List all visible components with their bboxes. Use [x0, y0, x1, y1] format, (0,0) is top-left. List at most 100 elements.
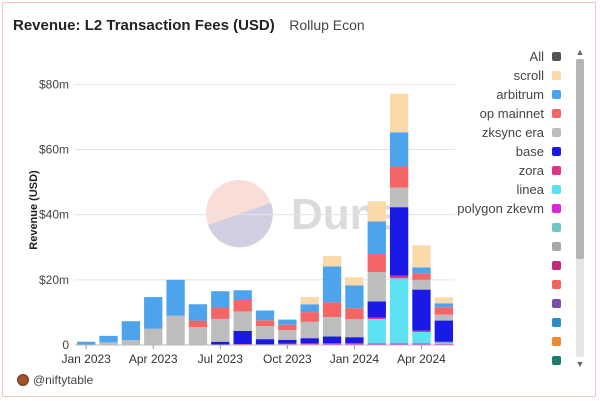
legend-item[interactable]: [552, 294, 561, 313]
legend-item[interactable]: [552, 332, 561, 351]
bar-segment-zksync-era[interactable]: [367, 272, 386, 302]
scroll-thumb[interactable]: [576, 59, 584, 259]
bar-segment-op-mainnet[interactable]: [255, 320, 275, 327]
bar-segment-arbitrum[interactable]: [121, 321, 141, 341]
legend-item[interactable]: op mainnet: [480, 104, 561, 123]
legend-item[interactable]: [552, 256, 561, 275]
bar-segment-polygon-zkevm[interactable]: [389, 343, 409, 345]
bar-segment-op-mainnet[interactable]: [188, 320, 208, 328]
bar-segment-zksync-era[interactable]: [144, 328, 163, 345]
bar-segment-scroll[interactable]: [412, 245, 431, 268]
bar-segment-linea[interactable]: [389, 278, 409, 344]
legend-item[interactable]: [552, 275, 561, 294]
bar-segment-op-mainnet[interactable]: [278, 324, 297, 331]
bar-segment-arbitrum[interactable]: [345, 285, 364, 309]
bar-segment-scroll[interactable]: [367, 201, 386, 222]
bar-segment-arbitrum[interactable]: [389, 132, 409, 167]
bar-segment-base[interactable]: [278, 339, 297, 344]
scroll-up-icon[interactable]: ▲: [575, 47, 585, 57]
legend-item[interactable]: zora: [519, 161, 561, 180]
bar-segment-base[interactable]: [412, 289, 431, 331]
legend-item[interactable]: [552, 237, 561, 256]
bar-segment-linea[interactable]: [367, 318, 386, 344]
chart-subtitle[interactable]: Rollup Econ: [289, 17, 365, 33]
bar-segment-op-mainnet[interactable]: [322, 302, 342, 317]
bar-segment-arbitrum[interactable]: [300, 304, 319, 313]
bar-segment-linea[interactable]: [412, 331, 431, 344]
bar-segment-arbitrum[interactable]: [367, 221, 386, 255]
bar-segment-base[interactable]: [211, 341, 230, 345]
bar-segment-op-mainnet[interactable]: [367, 254, 386, 273]
bar-segment-op-mainnet[interactable]: [412, 273, 431, 280]
bar-segment-arbitrum[interactable]: [188, 304, 208, 321]
bar-segment-scroll[interactable]: [345, 277, 364, 286]
bar-segment-zksync-era[interactable]: [211, 318, 230, 342]
legend-item[interactable]: [552, 313, 561, 332]
bar-segment-base[interactable]: [233, 330, 252, 345]
bar-segment-zksync-era[interactable]: [300, 321, 319, 339]
bar-segment-zora[interactable]: [345, 343, 364, 345]
legend-item[interactable]: [552, 218, 561, 237]
bar-segment-scroll[interactable]: [389, 93, 409, 133]
bar-segment-op-mainnet[interactable]: [211, 307, 230, 319]
bar-segment-polygon-zkevm[interactable]: [412, 343, 431, 345]
bar-segment-arbitrum[interactable]: [412, 267, 431, 274]
bar-segment-zora[interactable]: [389, 275, 409, 279]
legend-item[interactable]: zksync era: [482, 123, 561, 142]
bar-segment-scroll[interactable]: [322, 256, 342, 267]
bar-segment-scroll[interactable]: [434, 297, 453, 304]
bar-segment-polygon-zkevm[interactable]: [367, 343, 386, 345]
bar-segment-zksync-era[interactable]: [255, 326, 275, 340]
bar-segment-zksync-era[interactable]: [412, 279, 431, 290]
bar-segment-arbitrum[interactable]: [322, 266, 342, 303]
legend-item[interactable]: linea: [517, 180, 561, 199]
bar-segment-zora[interactable]: [322, 343, 342, 345]
bar-segment-base[interactable]: [345, 337, 364, 344]
bar-segment-zksync-era[interactable]: [345, 319, 364, 338]
bar-segment-base[interactable]: [367, 301, 386, 318]
bar-segment-arbitrum[interactable]: [233, 290, 252, 301]
bar-segment-op-mainnet[interactable]: [389, 166, 409, 188]
bar-segment-op-mainnet[interactable]: [300, 312, 319, 322]
bar-segment-linea[interactable]: [434, 342, 453, 345]
bar-segment-zksync-era[interactable]: [121, 340, 141, 345]
bar-segment-zora[interactable]: [278, 343, 297, 345]
bar-segment-base[interactable]: [255, 339, 275, 345]
bar-segment-arbitrum[interactable]: [211, 291, 230, 308]
legend-item[interactable]: All: [530, 47, 561, 66]
bar-segment-zora[interactable]: [300, 343, 319, 345]
bar-segment-base[interactable]: [389, 207, 409, 276]
bar-segment-scroll[interactable]: [300, 297, 319, 305]
author-link[interactable]: @niftytable: [33, 373, 94, 387]
bar-segment-arbitrum[interactable]: [166, 279, 185, 316]
bar-segment-arbitrum[interactable]: [144, 297, 163, 329]
bar-segment-zora[interactable]: [434, 341, 453, 343]
bar-segment-zksync-era[interactable]: [434, 314, 453, 321]
bar-segment-base[interactable]: [434, 320, 453, 342]
bar-segment-arbitrum[interactable]: [99, 335, 118, 343]
bar-segment-zksync-era[interactable]: [322, 316, 342, 337]
bar-segment-op-mainnet[interactable]: [233, 300, 252, 312]
bar-segment-zksync-era[interactable]: [278, 330, 297, 340]
legend-item[interactable]: [552, 351, 561, 370]
bar-segment-zksync-era[interactable]: [188, 327, 208, 345]
bar-segment-base[interactable]: [300, 338, 319, 344]
scroll-down-icon[interactable]: ▼: [575, 359, 585, 369]
legend-item[interactable]: scroll: [514, 66, 561, 85]
bar-segment-zora[interactable]: [412, 330, 431, 332]
bar-segment-op-mainnet[interactable]: [434, 307, 453, 315]
bar-segment-op-mainnet[interactable]: [345, 308, 364, 320]
bar-segment-base[interactable]: [322, 336, 342, 344]
legend-scrollbar[interactable]: ▲ ▼: [573, 47, 587, 369]
legend-item[interactable]: arbitrum: [496, 85, 561, 104]
bar-segment-zksync-era[interactable]: [233, 311, 252, 331]
bar-segment-zora[interactable]: [367, 317, 386, 319]
legend-item[interactable]: polygon zkevm: [457, 199, 561, 218]
bar-segment-arbitrum[interactable]: [278, 319, 297, 325]
bar-segment-zksync-era[interactable]: [389, 187, 409, 208]
bar-segment-zksync-era[interactable]: [99, 342, 118, 345]
bar-segment-arbitrum[interactable]: [434, 303, 453, 308]
bar-segment-arbitrum[interactable]: [77, 341, 96, 345]
bar-segment-zksync-era[interactable]: [166, 315, 185, 345]
scroll-track[interactable]: [576, 59, 584, 357]
